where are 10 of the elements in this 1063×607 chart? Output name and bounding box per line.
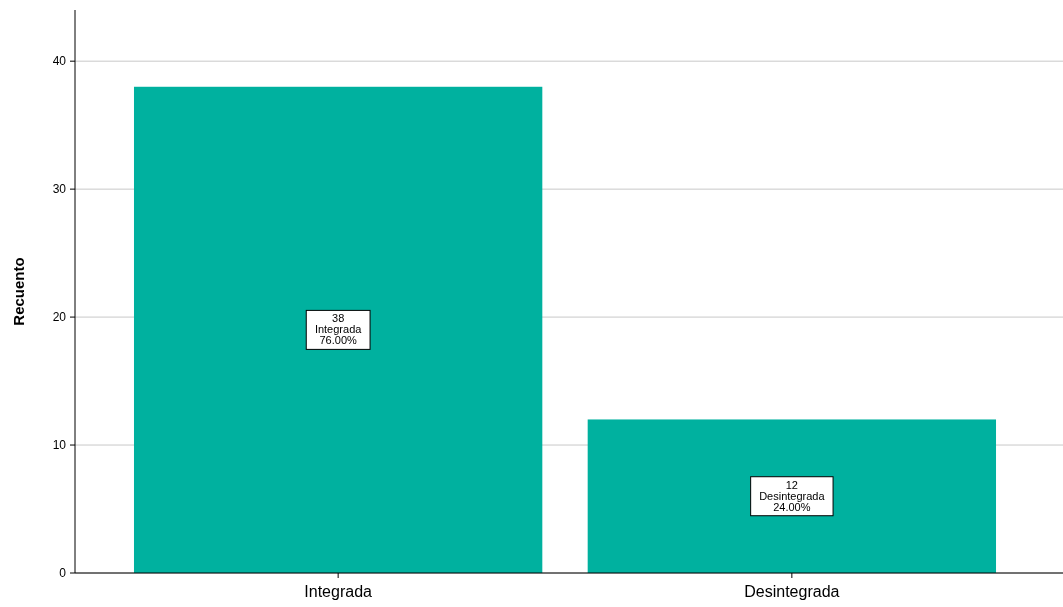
y-tick-label: 30 <box>52 182 67 197</box>
y-axis-title: Recuento <box>10 257 27 326</box>
x-tick-label: Integrada <box>304 583 373 600</box>
y-tick-label: 20 <box>52 310 67 325</box>
y-tick-label: 10 <box>52 438 67 453</box>
x-tick-label: Desintegrada <box>744 583 840 600</box>
y-tick-label: 40 <box>52 54 67 69</box>
data-label: 38 Integrada 76.00% <box>314 312 363 347</box>
data-label: 12 Desintegrada 24.00% <box>759 478 826 513</box>
y-tick-label: 0 <box>59 566 67 581</box>
